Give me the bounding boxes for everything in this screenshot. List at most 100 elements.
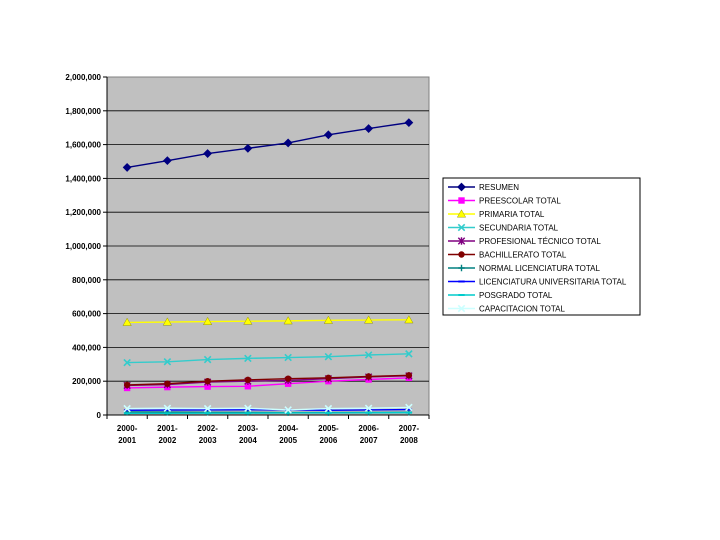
series-line-preescolar-total bbox=[127, 377, 409, 389]
gridlines bbox=[107, 110, 429, 382]
legend-item-bachillerato-total: BACHILLERATO TOTAL bbox=[448, 251, 567, 260]
y-tick-label: 1,000,000 bbox=[65, 242, 101, 251]
series-posgrado-total bbox=[123, 411, 413, 415]
data-point-bachillerato-total bbox=[164, 380, 171, 387]
data-point-secundaria-total bbox=[284, 353, 292, 362]
x-tick-label: 2007-2008 bbox=[399, 424, 420, 445]
data-point-primaria-total bbox=[203, 316, 213, 325]
series-line-posgrado-total bbox=[127, 411, 409, 415]
x-tick-label: 2006-2007 bbox=[358, 424, 379, 445]
x-tick-label: 2003-2004 bbox=[238, 424, 259, 445]
x-tick-label: 2005-2006 bbox=[318, 424, 339, 445]
x-tick-label: 2002-2003 bbox=[197, 424, 218, 445]
data-point-resumen bbox=[404, 118, 414, 128]
x-tick-label: 2004-2005 bbox=[278, 424, 299, 445]
data-point-bachillerato-total bbox=[244, 376, 252, 384]
y-axis: 0 200,000 400,000 600,000 800,000 1,000,000 1,… bbox=[65, 73, 108, 420]
legend-label: POSGRADO TOTAL bbox=[479, 291, 553, 300]
y-tick-label: 1,400,000 bbox=[65, 174, 101, 183]
data-point-resumen bbox=[323, 130, 333, 140]
legend-item-capacitacion-total: CAPACITACION TOTAL bbox=[448, 305, 565, 314]
legend-box bbox=[442, 177, 641, 316]
data-point-capacitacion-total bbox=[284, 406, 292, 414]
legend-item-primaria-total: PRIMARIA TOTAL bbox=[448, 209, 545, 219]
series-line-capacitacion-total bbox=[127, 406, 409, 411]
data-point-resumen bbox=[162, 156, 172, 166]
legend-label: RESUMEN bbox=[479, 183, 519, 192]
legend-swatch-marker bbox=[458, 251, 465, 258]
y-tick-label: 0 bbox=[97, 411, 102, 420]
data-point-primaria-total bbox=[283, 316, 293, 325]
data-point-resumen bbox=[243, 143, 253, 153]
data-point-resumen bbox=[203, 149, 213, 158]
data-point-bachillerato-total bbox=[204, 378, 211, 385]
series-secundaria-total bbox=[123, 350, 413, 367]
data-point-preescolar-total bbox=[204, 383, 211, 390]
data-point-primaria-total bbox=[404, 315, 414, 324]
legend-label: NORMAL LICENCIATURA TOTAL bbox=[479, 264, 600, 273]
data-point-primaria-total bbox=[323, 315, 333, 324]
data-point-capacitacion-total bbox=[244, 404, 252, 413]
legend-swatch-marker bbox=[457, 237, 466, 245]
data-point-resumen bbox=[122, 163, 132, 172]
data-point-bachillerato-total bbox=[405, 372, 413, 379]
legend-label: LICENCIATURA UNIVERSITARIA TOTAL bbox=[479, 278, 627, 287]
series-primaria-total bbox=[122, 315, 414, 326]
y-tick-label: 1,200,000 bbox=[65, 208, 101, 217]
y-tick-label: 200,000 bbox=[72, 377, 101, 386]
data-point-primaria-total bbox=[243, 316, 253, 325]
legend-item-resumen: RESUMEN bbox=[448, 182, 519, 192]
x-tick-label: 2001-2002 bbox=[157, 424, 178, 445]
data-point-secundaria-total bbox=[364, 351, 373, 359]
legend-item-preescolar-total: PREESCOLAR TOTAL bbox=[448, 197, 561, 206]
legend-item-licenciatura-universitaria-total: LICENCIATURA UNIVERSITARIA TOTAL bbox=[448, 278, 627, 287]
data-point-secundaria-total bbox=[123, 358, 131, 367]
data-point-secundaria-total bbox=[163, 357, 172, 366]
data-point-capacitacion-total bbox=[123, 404, 131, 413]
series-line-licenciatura-universitaria-total bbox=[127, 408, 409, 411]
data-point-secundaria-total bbox=[324, 352, 333, 361]
series-capacitacion-total bbox=[123, 403, 413, 414]
data-point-secundaria-total bbox=[244, 354, 252, 363]
legend-swatch-marker bbox=[458, 264, 465, 272]
series-group bbox=[122, 118, 414, 416]
legend: RESUMEN PREESCOLAR TOTAL PRIMARIA TOTAL SEC… bbox=[442, 177, 641, 316]
series-bachillerato-total bbox=[123, 372, 413, 389]
data-point-bachillerato-total bbox=[123, 381, 131, 389]
data-point-bachillerato-total bbox=[365, 373, 372, 380]
data-point-capacitacion-total bbox=[324, 404, 333, 413]
data-point-bachillerato-total bbox=[325, 374, 332, 382]
legend-swatch-marker bbox=[458, 197, 465, 204]
legend-label: PROFESIONAL TÉCNICO TOTAL bbox=[479, 237, 601, 246]
data-point-capacitacion-total bbox=[405, 403, 413, 412]
x-tick-label: 2000-2001 bbox=[117, 424, 138, 445]
y-tick-label: 800,000 bbox=[72, 276, 101, 285]
series-line-primaria-total bbox=[127, 319, 409, 324]
data-point-bachillerato-total bbox=[284, 375, 292, 382]
series-line-secundaria-total bbox=[127, 353, 409, 364]
legend-label: PRIMARIA TOTAL bbox=[479, 210, 545, 219]
y-tick-label: 1,800,000 bbox=[65, 107, 101, 116]
legend-label: PREESCOLAR TOTAL bbox=[479, 197, 561, 206]
legend-swatch-marker bbox=[456, 209, 467, 218]
data-point-secundaria-total bbox=[203, 355, 212, 364]
data-point-primaria-total bbox=[122, 317, 132, 326]
legend-swatch-marker bbox=[457, 182, 466, 192]
data-point-primaria-total bbox=[364, 315, 374, 324]
legend-swatch-marker bbox=[457, 223, 466, 232]
y-tick-label: 1,600,000 bbox=[65, 141, 101, 150]
data-point-capacitacion-total bbox=[203, 404, 212, 413]
y-tick-label: 600,000 bbox=[72, 310, 101, 319]
legend-item-profesional-tecnico-total: PROFESIONAL TÉCNICO TOTAL bbox=[448, 237, 601, 246]
data-point-resumen bbox=[364, 124, 374, 133]
data-point-preescolar-total bbox=[244, 383, 252, 390]
y-tick-label: 2,000,000 bbox=[65, 73, 101, 82]
data-point-primaria-total bbox=[162, 317, 172, 326]
series-line-resumen bbox=[127, 121, 409, 169]
legend-item-posgrado-total: POSGRADO TOTAL bbox=[448, 291, 553, 300]
legend-label: BACHILLERATO TOTAL bbox=[479, 251, 567, 260]
data-point-capacitacion-total bbox=[364, 404, 373, 413]
x-axis: 2000-2001 2001-2002 2002-2003 2003-2004 2004… bbox=[106, 414, 430, 445]
data-point-resumen bbox=[283, 138, 293, 148]
